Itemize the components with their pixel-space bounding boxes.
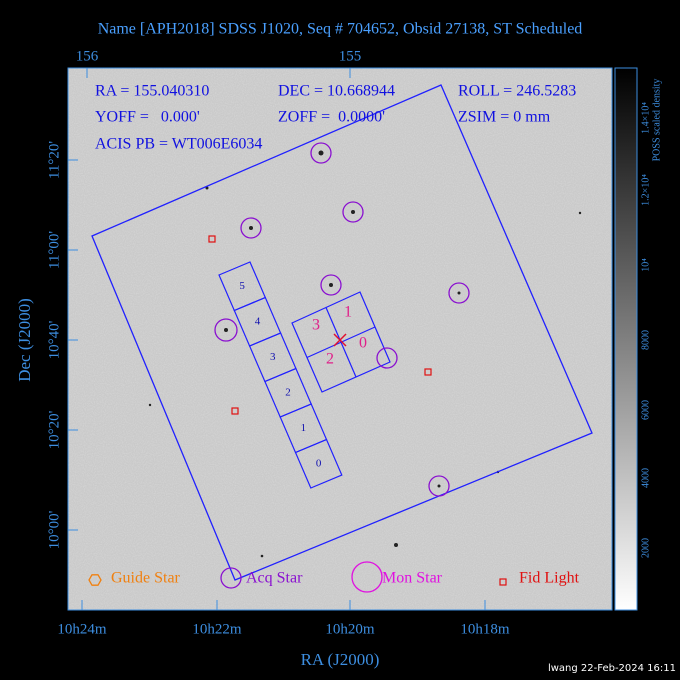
left-tick-label: 10°40' [46, 320, 62, 359]
top-tick-label: 155 [339, 48, 362, 64]
star [394, 543, 398, 547]
left-tick-label: 10°20' [46, 410, 62, 449]
s-chip-label: 4 [255, 315, 261, 327]
bottom-tick-label: 10h20m [325, 621, 375, 637]
fid-lights [208, 235, 432, 415]
star [318, 150, 324, 156]
left-tick-label: 11°00' [46, 231, 62, 269]
colorbar [614, 67, 638, 611]
colorbar-tick-label: 4000 [640, 468, 651, 488]
chip-divider [306, 326, 376, 359]
fid-light [424, 368, 432, 376]
s-chip [294, 438, 343, 489]
bottom-axis-title: RA (J2000) [301, 650, 380, 669]
colorbar-tick-label: 2000 [640, 538, 651, 558]
legend-label: Mon Star [382, 570, 443, 587]
aimpoint [333, 333, 347, 347]
legend: Guide Star Acq Star Mon Star Fid Light [88, 561, 580, 593]
star [457, 291, 461, 295]
colorbar-title: POSS scaled density [651, 79, 662, 162]
fid-light [231, 407, 239, 415]
field-of-view [91, 84, 593, 581]
legend-label: Fid Light [519, 570, 580, 587]
top-tick-label: 156 [76, 48, 99, 64]
colorbar-tick-label: 8000 [640, 330, 651, 350]
star [224, 328, 228, 332]
bottom-tick-label: 10h22m [192, 621, 242, 637]
legend-mon-symbol [351, 561, 383, 593]
legend-fid-symbol [499, 578, 507, 586]
acq-star [310, 142, 332, 164]
legend-label: Acq Star [246, 570, 303, 587]
info-yoff: YOFF = 0.000' [95, 109, 200, 126]
legend-label: Guide Star [111, 570, 181, 587]
acq-star [240, 217, 262, 239]
chip-label: 1 [344, 304, 352, 321]
colorbar-tick-label: 1.2×10⁴ [640, 174, 651, 206]
colorbar-tick-label: 6000 [640, 400, 651, 420]
info-ra: RA = 155.040310 [95, 83, 209, 100]
colorbar-tick-label: 1.4×10⁴ [640, 102, 651, 134]
acq-star [342, 201, 364, 223]
info-roll: ROLL = 246.5283 [458, 83, 576, 100]
bottom-tick-label: 10h24m [57, 621, 107, 637]
aimpoint-stroke [333, 333, 347, 347]
star [249, 226, 253, 230]
s-chip-label: 2 [285, 386, 291, 398]
acq-stars [214, 142, 470, 497]
chip-label: 0 [359, 335, 367, 352]
info-zoff: ZOFF = 0.0000' [278, 109, 385, 126]
star [329, 283, 333, 287]
footer: lwang 22-Feb-2024 16:11 [548, 663, 676, 674]
acis-i-array: 3 1 2 0 [291, 291, 391, 393]
bottom-tick-label: 10h18m [460, 621, 510, 637]
acq-star [448, 282, 470, 304]
s-chip-label: 1 [301, 422, 307, 434]
left-tick-label: 10°00' [46, 510, 62, 549]
s-chip-label: 0 [316, 457, 322, 469]
info-acis: ACIS PB = WT006E6034 [95, 136, 262, 153]
star [260, 554, 264, 558]
chip-label: 3 [312, 317, 320, 334]
plot-frame [67, 67, 613, 611]
left-tick-label: 11°20' [46, 141, 62, 179]
info-dec: DEC = 10.668944 [278, 83, 395, 100]
chip-outline [291, 291, 391, 393]
acq-star [376, 347, 398, 369]
title: Name [APH2018] SDSS J1020, Seq # 704652,… [98, 21, 583, 38]
legend-acq-symbol [220, 567, 242, 589]
acq-star [428, 475, 450, 497]
star [148, 403, 152, 407]
fid-light [208, 235, 216, 243]
s-chip-label: 5 [239, 280, 245, 292]
legend-guide-symbol [88, 574, 102, 586]
acq-star [320, 274, 342, 296]
colorbar-labels: 2000 4000 6000 8000 10⁴ 1.2×10⁴ 1.4×10⁴ … [640, 79, 662, 558]
star [351, 210, 355, 214]
stars [148, 186, 582, 558]
left-axis-title: Dec (J2000) [15, 298, 34, 382]
s-chip-label: 3 [270, 351, 276, 363]
info-zsim: ZSIM = 0 mm [458, 109, 551, 126]
star [578, 211, 582, 215]
star [437, 484, 441, 488]
acq-star [214, 318, 238, 342]
axis-ticks [68, 68, 486, 610]
colorbar-tick-label: 10⁴ [640, 258, 651, 272]
chip-label: 2 [326, 351, 334, 368]
